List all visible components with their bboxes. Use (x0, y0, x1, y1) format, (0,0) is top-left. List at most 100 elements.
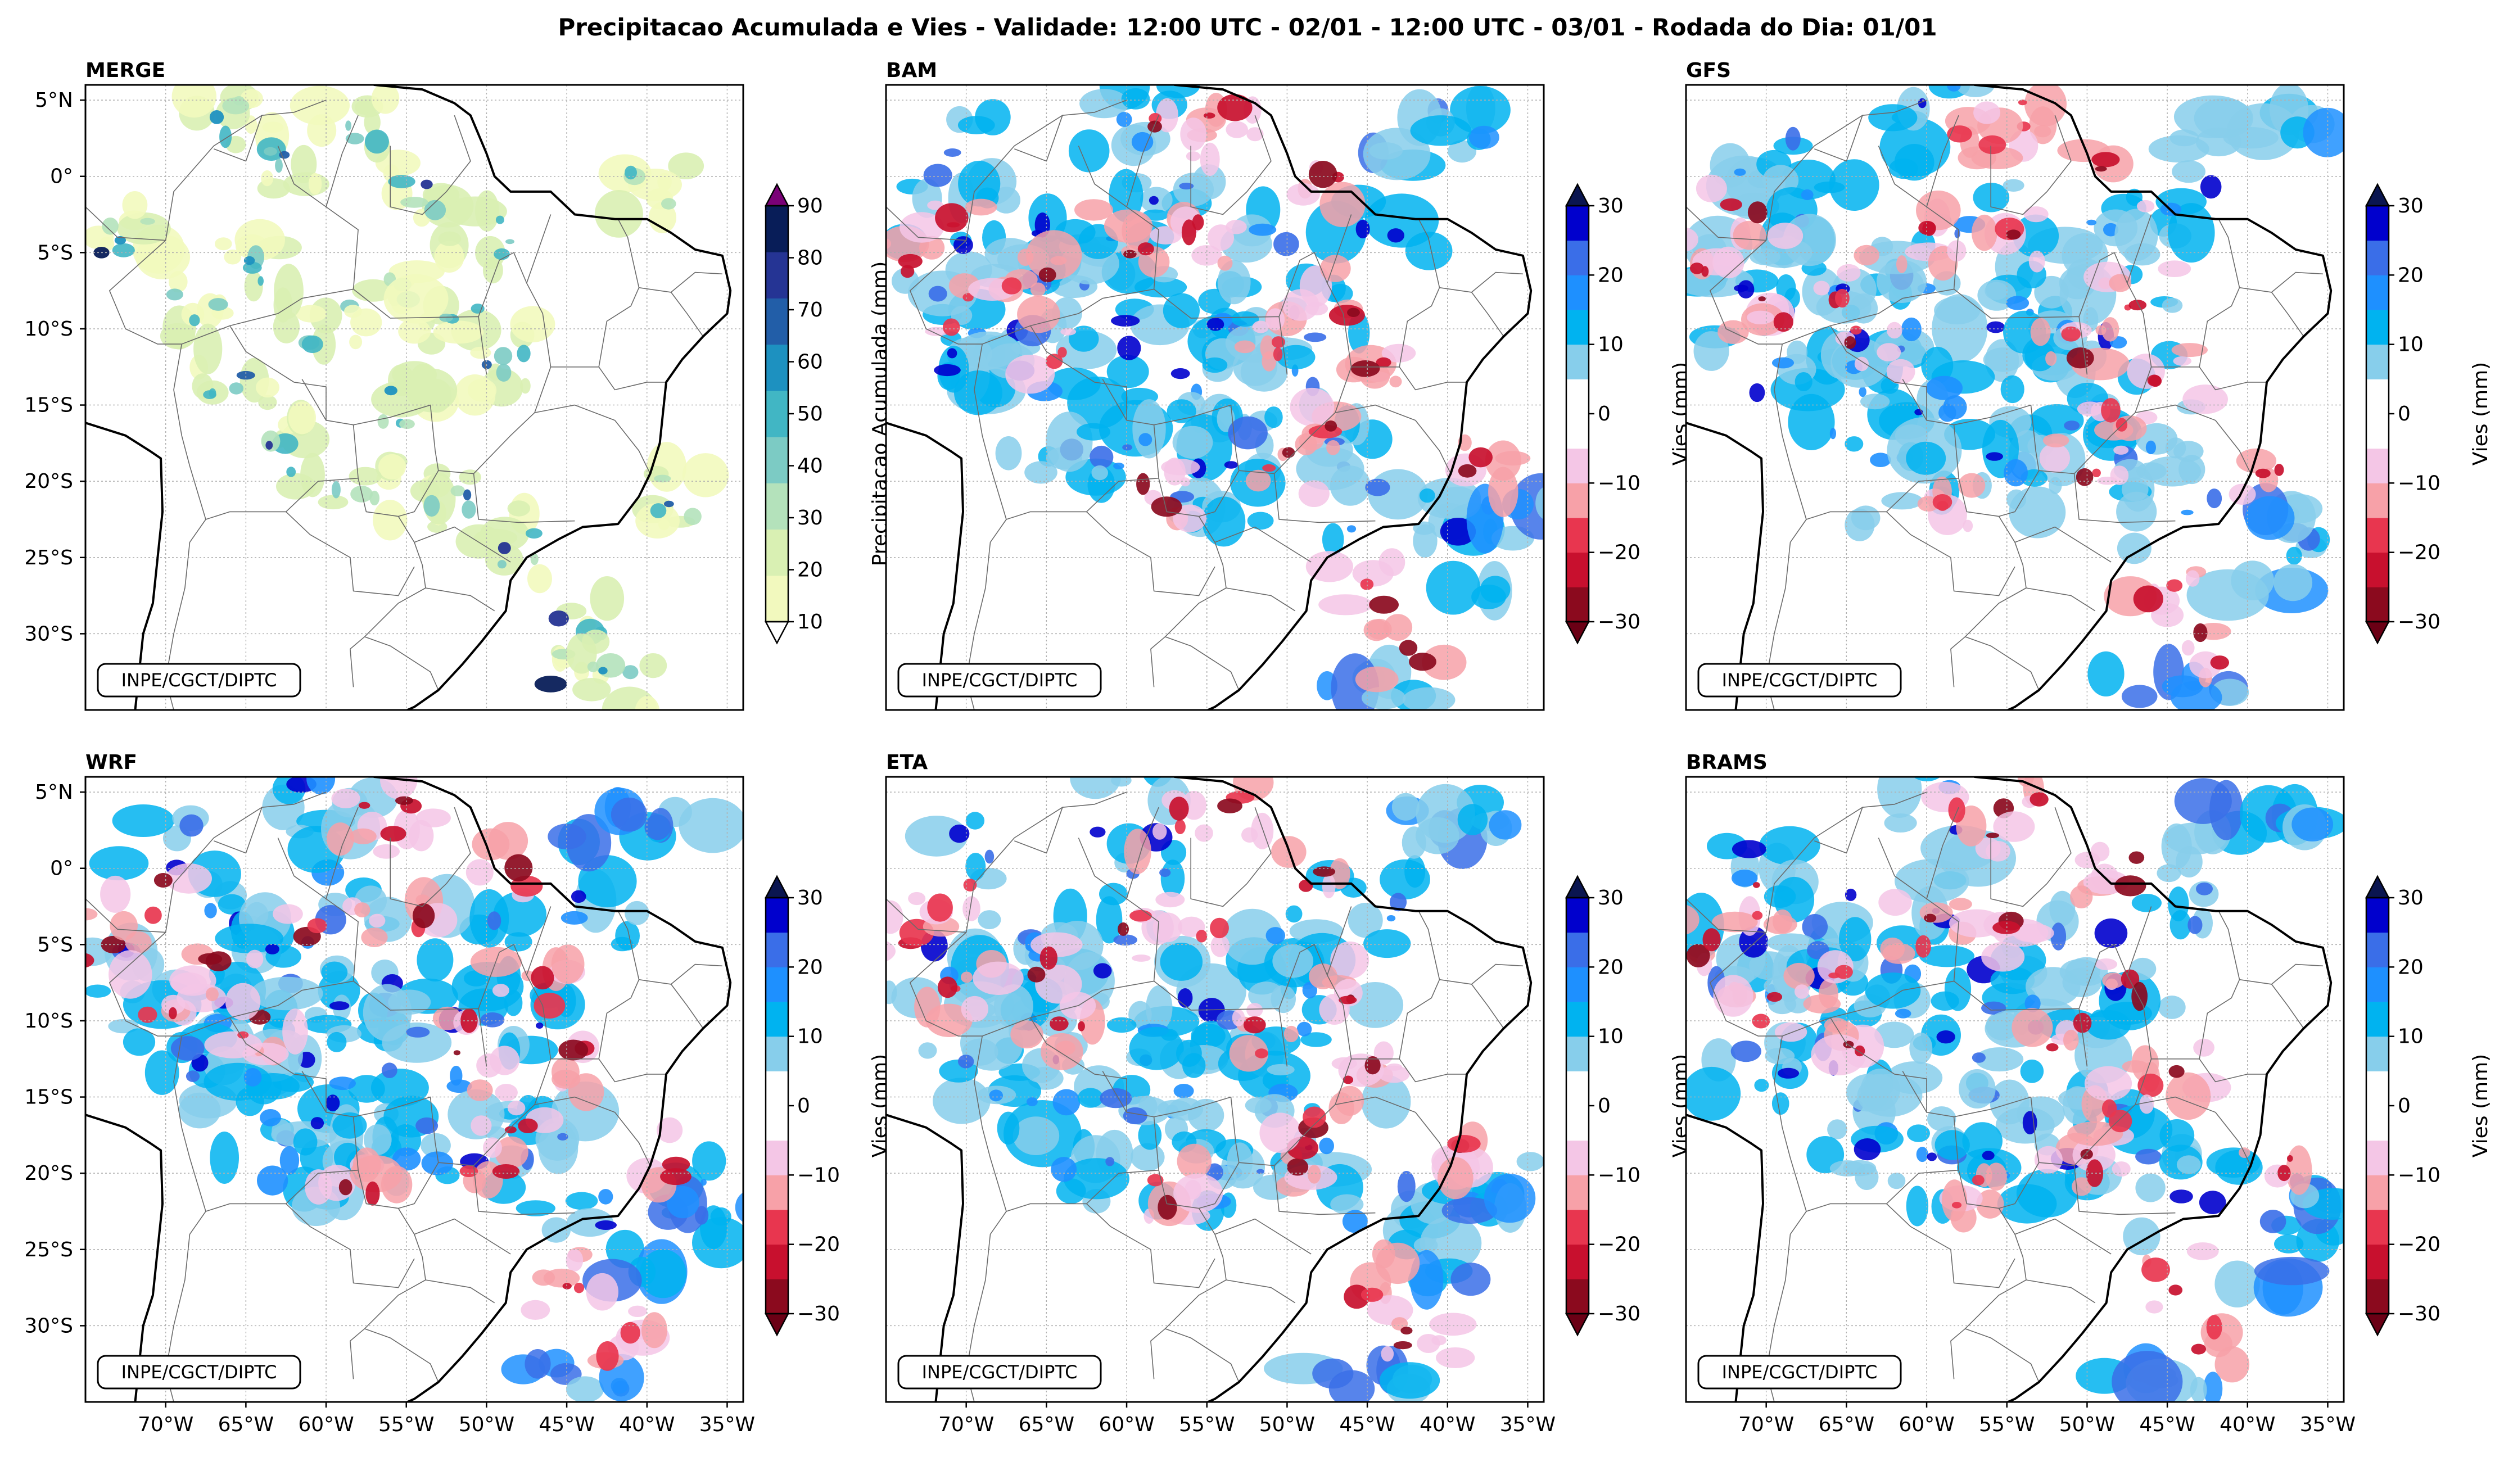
precip-blob (364, 129, 389, 154)
state-border (2073, 473, 2176, 523)
precip-blob (2006, 229, 2021, 240)
state-border (425, 587, 495, 612)
precip-blob (1887, 1173, 1906, 1189)
precip-blob (345, 133, 364, 144)
precip-blob (2133, 585, 2163, 613)
precip-blob (1658, 269, 1682, 280)
precip-blob (2170, 681, 2222, 710)
precip-blob (434, 241, 464, 273)
precip-blob (306, 777, 336, 795)
precip-blob (1210, 934, 1230, 957)
colorbar-segment (2366, 344, 2389, 379)
precip-blob (1948, 797, 1965, 823)
precip-blob (1113, 463, 1124, 469)
colorbar-tick-label: 70 (797, 298, 823, 322)
state-border (473, 473, 575, 523)
precip-blob (1052, 297, 1082, 329)
precip-blob (1884, 813, 1917, 833)
precip-blob (2022, 1111, 2037, 1135)
precip-blob (1179, 183, 1194, 189)
precip-blob (1070, 777, 1121, 799)
precip-blob (668, 152, 704, 179)
precip-blob (350, 828, 377, 844)
state-border (910, 240, 1240, 691)
precip-blob (2274, 1234, 2304, 1254)
precip-blob (2162, 298, 2183, 313)
precip-blob (1516, 1152, 1544, 1171)
precip-blob (1091, 465, 1108, 481)
precip-blob (1077, 423, 1110, 441)
panel-title: ETA (886, 751, 928, 774)
precip-blob (1328, 305, 1365, 326)
precip-blob (1845, 436, 1864, 452)
precip-blob (1963, 519, 1973, 532)
precip-blob (305, 1169, 332, 1205)
precip-blob (378, 454, 406, 480)
map-panel-wrf: WRF INPE/CGCT/DIPTC 5°N 0° 5°S 10°S 15°S 20°S 25… (24, 751, 892, 1436)
precip-blob (1132, 399, 1166, 459)
lat-tick-label: 25°S (24, 546, 73, 569)
precip-blob (615, 921, 640, 951)
precip-blob (439, 314, 453, 322)
precip-blob (165, 863, 212, 894)
precip-blob (1182, 1053, 1206, 1078)
precip-blob (927, 200, 943, 210)
precip-blob (377, 414, 389, 429)
precip-blob (1325, 420, 1337, 432)
precip-blob (493, 892, 546, 937)
precip-blob (1881, 492, 1923, 510)
lat-tick-label: 5°N (35, 781, 73, 804)
precip-blob (1295, 433, 1317, 455)
precip-blob (1152, 912, 1182, 943)
precip-blob (1361, 1075, 1411, 1129)
lon-tick-label: 40°W (2220, 1413, 2275, 1436)
precip-blob (527, 564, 552, 594)
colorbar-segment (1566, 1244, 1589, 1279)
precip-blob (492, 984, 509, 997)
precip-blob (2113, 445, 2129, 455)
precip-blob (2076, 468, 2094, 486)
lat-tick-label: 25°S (24, 1238, 73, 1261)
colorbar-segment (1566, 1036, 1589, 1071)
precip-blob (282, 1008, 308, 1055)
precip-blob (243, 256, 255, 265)
precip-blob (497, 560, 507, 569)
precip-blob (1105, 1157, 1115, 1166)
precip-blob (1844, 336, 1856, 349)
precip-blob (326, 1094, 340, 1112)
precip-blob (682, 453, 729, 497)
precip-blob (1299, 879, 1313, 892)
precip-blob (1113, 934, 1137, 945)
precip-blob (331, 789, 360, 808)
colorbar-segment (1566, 932, 1589, 967)
precip-blob (2287, 1155, 2293, 1162)
precip-blob (1030, 282, 1046, 297)
precip-blob (1376, 357, 1391, 368)
precip-blob (1202, 496, 1246, 547)
precip-blob (620, 1322, 640, 1344)
precip-blob (361, 928, 388, 947)
precip-blob (1169, 797, 1189, 821)
precip-blob (2169, 1189, 2193, 1204)
map-panel-gfs: GFS INPE/CGCT/DIPTC −30 −20 −10 0 10 20 30 Vies (… (1658, 59, 2492, 711)
precip-blob (1200, 142, 1220, 176)
precip-blob (224, 249, 242, 265)
precip-blob (1854, 245, 1879, 266)
precip-blob (644, 815, 671, 840)
precip-blob (1369, 595, 1399, 614)
precip-blob (1907, 1124, 1930, 1142)
precip-blob (2004, 459, 2028, 487)
colorbar-extend-top (764, 875, 790, 899)
lat-tick-label: 20°S (24, 1162, 73, 1185)
state-border (398, 1162, 439, 1209)
state-border (2199, 911, 2240, 1059)
precip-blob (1876, 260, 1927, 303)
state-border (1078, 838, 1127, 899)
precip-blob (1906, 1186, 1929, 1227)
state-border (353, 404, 436, 451)
precip-blob (961, 996, 988, 1022)
state-border (425, 1279, 495, 1304)
state-border (1273, 1165, 1376, 1215)
